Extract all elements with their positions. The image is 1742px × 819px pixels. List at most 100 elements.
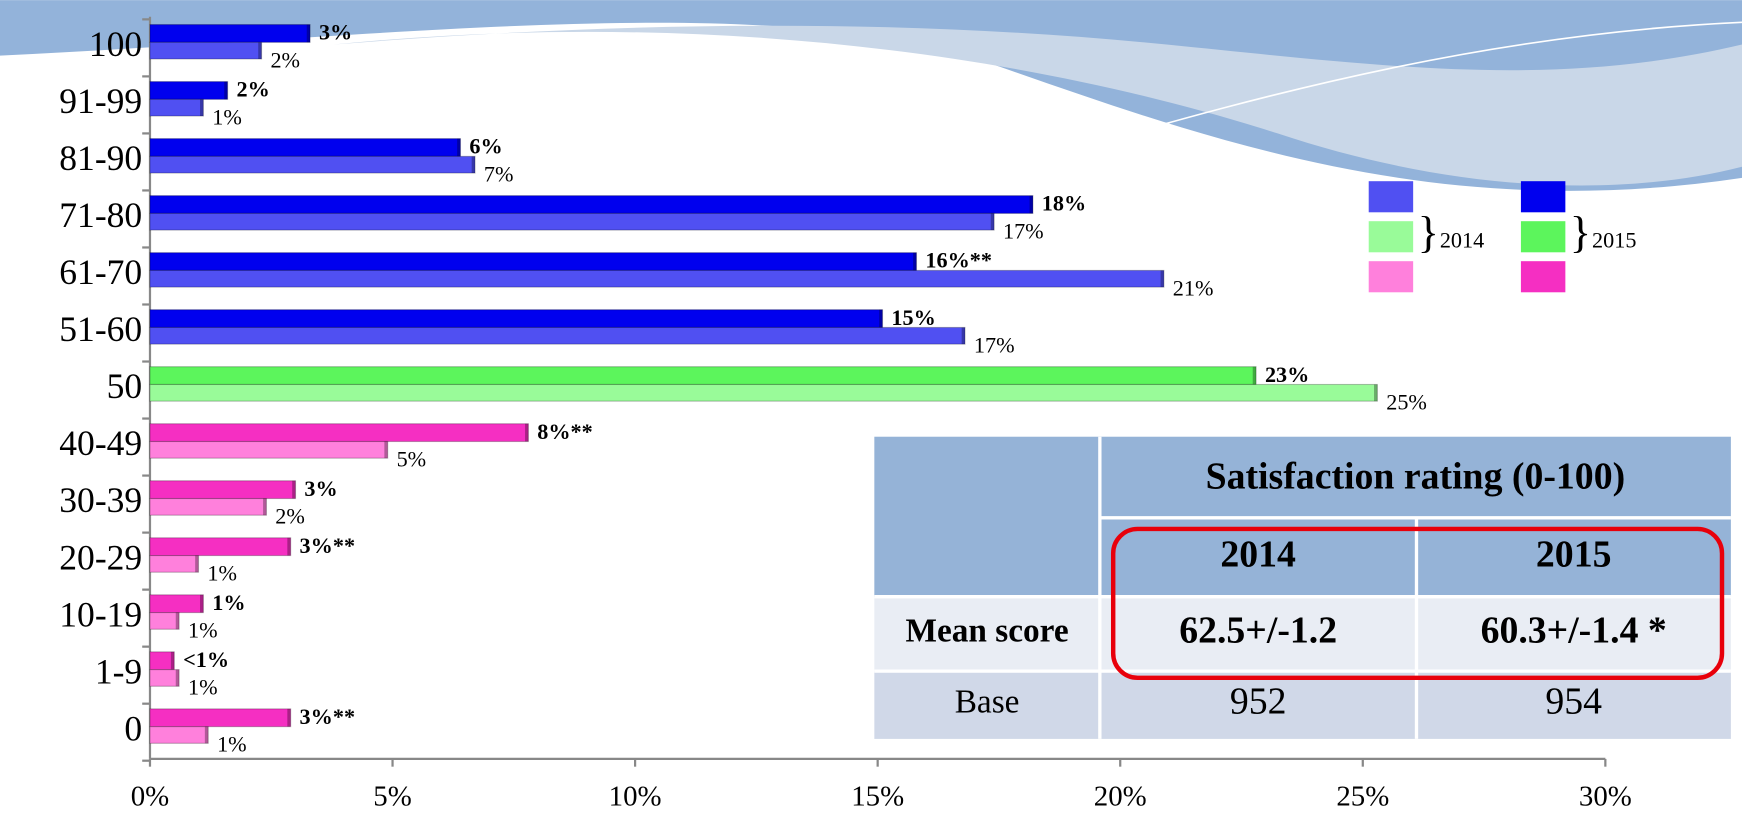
bar-edge xyxy=(204,726,209,744)
bar xyxy=(149,309,884,329)
legend-brace: } xyxy=(1570,207,1591,257)
bar-edge xyxy=(306,24,311,43)
y-tick-label: 0 xyxy=(124,708,142,748)
bar xyxy=(149,669,180,687)
legend-swatch xyxy=(1520,221,1566,253)
bar xyxy=(149,212,995,231)
legend-swatch xyxy=(1520,181,1566,213)
bar xyxy=(149,326,966,345)
value-label: 3% xyxy=(319,20,352,45)
table-cell: Mean score xyxy=(906,613,1069,650)
background-line xyxy=(1055,21,1742,157)
table-cell: 62.5+/-1.2 xyxy=(1179,610,1337,652)
bar xyxy=(149,423,529,443)
x-tick-label: 15% xyxy=(851,781,904,813)
value-label: 2% xyxy=(236,77,269,102)
x-tick-label: 0% xyxy=(131,781,170,813)
bar-edge xyxy=(913,252,917,271)
value-label: 18% xyxy=(1042,191,1086,216)
value-label: 1% xyxy=(207,561,237,586)
bar-edge xyxy=(195,555,199,573)
bar xyxy=(149,612,180,630)
value-label: 5% xyxy=(397,447,427,472)
bar xyxy=(149,383,1378,402)
table-cell: Base xyxy=(955,684,1020,721)
bar-edge xyxy=(961,327,965,345)
y-tick-label: 20-29 xyxy=(59,537,142,577)
y-tick-label: 50 xyxy=(107,366,143,406)
background-wave-light xyxy=(333,25,1742,186)
bar xyxy=(149,23,311,43)
legend-swatch xyxy=(1368,261,1414,293)
bar xyxy=(149,497,267,516)
bar-edge xyxy=(200,99,204,117)
bar-edge xyxy=(258,42,262,59)
bar-edge xyxy=(1029,195,1033,214)
bar xyxy=(149,138,462,157)
bar-edge xyxy=(175,612,180,630)
bar xyxy=(149,708,292,728)
bar xyxy=(149,41,263,60)
value-label: 1% xyxy=(217,732,247,757)
bar-edge xyxy=(224,81,228,100)
bar xyxy=(149,440,389,459)
value-label: 15% xyxy=(891,305,935,330)
value-label: 3% xyxy=(304,476,337,501)
x-tick-label: 20% xyxy=(1094,781,1147,813)
y-tick-label: 81-90 xyxy=(59,138,142,178)
table-cell: Satisfaction rating (0-100) xyxy=(1206,456,1626,498)
table-cell: 60.3+/-1.4 * xyxy=(1481,610,1667,652)
bar-edge xyxy=(471,156,476,174)
bar xyxy=(149,366,1257,386)
bar-edge xyxy=(263,498,267,516)
bar xyxy=(149,252,918,271)
y-tick-label: 100 xyxy=(89,24,142,64)
bar xyxy=(149,195,1034,214)
legend-label: 2015 xyxy=(1592,227,1636,252)
bar-edge xyxy=(525,423,529,442)
value-label: 17% xyxy=(1003,218,1044,243)
bar xyxy=(149,98,204,117)
plot: 0% 5% 10% 15% 20% 25% 30%100 3%2%91-99 2%1%81-90… xyxy=(59,16,1632,813)
value-label: <1% xyxy=(183,647,229,672)
value-label: 2% xyxy=(275,504,305,529)
table-row-bg xyxy=(874,596,1731,672)
table-cell: 952 xyxy=(1230,681,1287,723)
bar-edge xyxy=(879,309,883,328)
bar xyxy=(149,651,175,671)
bar xyxy=(149,594,204,614)
value-label: 3%** xyxy=(300,533,356,558)
value-label: 25% xyxy=(1386,390,1427,415)
legend-swatch xyxy=(1368,221,1414,253)
bar xyxy=(149,555,200,573)
bar xyxy=(149,269,1165,288)
background-wave xyxy=(0,0,1742,191)
y-tick-label: 51-60 xyxy=(59,309,142,349)
value-label: 3%** xyxy=(300,704,356,729)
value-label: 23% xyxy=(1265,362,1309,387)
bar xyxy=(149,155,476,174)
value-label: 1% xyxy=(188,675,218,700)
x-tick-label: 5% xyxy=(373,781,412,813)
bar-edge xyxy=(287,537,291,556)
highlight-box xyxy=(1110,526,1725,681)
legend: } 2014} 2015 xyxy=(1368,181,1636,293)
bar-edge xyxy=(457,138,461,157)
bar xyxy=(149,537,292,557)
table-cell: 2015 xyxy=(1536,533,1612,575)
value-label: 7% xyxy=(484,161,514,186)
bar-edge xyxy=(990,213,995,231)
y-tick-label: 40-49 xyxy=(59,423,142,463)
legend-swatch xyxy=(1520,261,1566,293)
value-label: 8%** xyxy=(537,419,593,444)
legend-label: 2014 xyxy=(1440,227,1484,252)
bar xyxy=(149,726,209,744)
bar-edge xyxy=(292,480,296,499)
value-label: 1% xyxy=(188,618,218,643)
bar xyxy=(149,480,297,500)
bar-edge xyxy=(1374,384,1378,402)
table-row-bg xyxy=(874,671,1731,739)
x-tick-label: 25% xyxy=(1336,781,1389,813)
